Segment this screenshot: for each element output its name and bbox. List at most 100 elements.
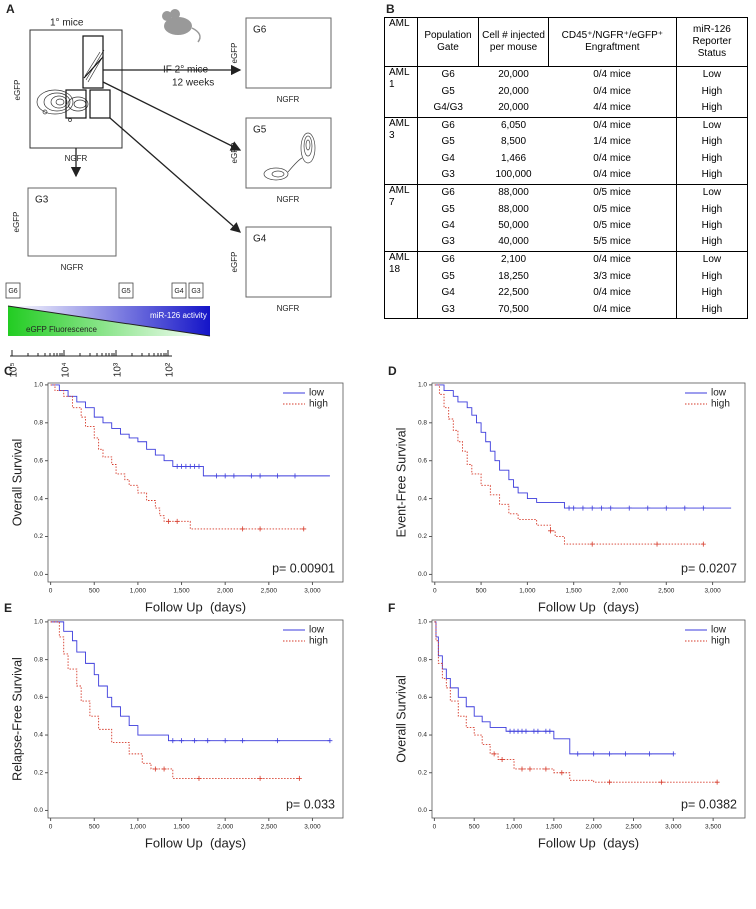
y-tick-label: 0.0: [34, 571, 43, 578]
group-cell: AML 7: [384, 183, 418, 252]
panel-label: C: [4, 364, 13, 378]
table-cell: High: [675, 284, 748, 302]
table-cell: High: [675, 201, 748, 218]
header-cell: miR-126 Reporter Status: [675, 17, 748, 67]
table-cell: G6: [417, 250, 479, 269]
p-value: p= 0.00901: [272, 561, 335, 575]
x-axis-label: Follow Up (days): [538, 599, 639, 614]
y-tick-label: 0.6: [34, 694, 43, 701]
survival-curve: [434, 384, 732, 509]
plot-g4: [245, 226, 332, 298]
table-cell: High: [675, 268, 748, 285]
x-tick-label: 500: [476, 588, 487, 595]
panel-label: F: [388, 601, 395, 615]
x-tick-label: 3,000: [665, 824, 682, 831]
panel-label: E: [4, 601, 12, 615]
table-cell: G4: [441, 287, 455, 298]
table-cell: G3: [441, 236, 455, 248]
x-tick-label: 3,000: [704, 588, 721, 595]
censor-mark: [205, 738, 211, 744]
plot-frame: [47, 382, 344, 583]
mouse-icon: [162, 9, 201, 43]
survival-curve: [50, 621, 300, 779]
table-cell: High: [675, 301, 748, 319]
gates: [65, 35, 111, 119]
censor-mark: [714, 779, 720, 785]
censor-mark: [491, 751, 497, 757]
table-cell: 0/4 mice: [593, 303, 631, 315]
table-cell: High: [675, 83, 748, 101]
table-cell: 1/4 mice: [593, 136, 631, 148]
censor-mark: [645, 505, 651, 511]
x-tick-label: 500: [89, 824, 100, 831]
censor-mark: [222, 473, 228, 479]
table-cell: 88,000: [498, 203, 529, 215]
x-tick-label: 1,500: [546, 824, 563, 831]
log-scale: [10, 350, 172, 357]
censor-mark: [663, 505, 669, 511]
x-axis-label: Follow Up (days): [145, 599, 246, 614]
scale-label: 10⁵: [9, 362, 20, 377]
table-cell: G4: [441, 219, 455, 231]
y-tick-label: 0.4: [418, 495, 427, 502]
y-tick-label: 0.4: [34, 495, 43, 502]
y-tick-label: 1.0: [418, 382, 427, 389]
plot-frame: [431, 382, 746, 583]
x-tick-label: 500: [469, 824, 480, 831]
y-axis-label: eGFP: [230, 252, 239, 273]
censor-mark: [179, 738, 185, 744]
survival-curve: [434, 384, 704, 545]
table-cell: 1,466: [501, 152, 527, 164]
plot-g3: [27, 187, 117, 257]
censor-mark: [183, 463, 189, 469]
y-tick-label: 0.2: [34, 533, 43, 540]
scale-label: 10⁴: [61, 362, 72, 377]
plot-g5: [245, 117, 332, 189]
table-cell: G6: [417, 65, 479, 84]
arrows: [70, 64, 242, 233]
header-cell: Population Gate: [416, 17, 479, 67]
censor-mark: [608, 505, 614, 511]
survival-curve: [50, 621, 330, 742]
table-cell: G5: [441, 85, 455, 97]
table-cell: 0/5 mice: [548, 183, 677, 202]
x-tick-label: 2,500: [261, 824, 278, 831]
y-tick-label: 0.2: [418, 533, 427, 540]
censor-mark: [179, 463, 185, 469]
censor-mark: [196, 463, 202, 469]
censor-mark: [646, 751, 652, 757]
plot-label: G4: [253, 234, 267, 245]
table-cell: 20,000: [478, 65, 549, 84]
table-row: G4/G3 20,000 4/4 mice High: [385, 100, 748, 118]
censor-mark: [591, 751, 597, 757]
censor-mark: [248, 473, 254, 479]
censor-mark: [174, 463, 180, 469]
header-row: AML Population Gate Cell # injected per mo…: [384, 17, 748, 67]
table-cell: 0/4 mice: [593, 169, 631, 181]
x-tick-label: 1,000: [130, 824, 147, 831]
table-cell: 8,500: [501, 136, 527, 148]
legend-label: high: [711, 636, 730, 647]
y-tick-label: 1.0: [34, 619, 43, 626]
table-cell: 0/5 mice: [593, 203, 631, 215]
censor-mark: [240, 526, 246, 532]
censor-mark: [700, 505, 706, 511]
table-row: AML 1 G6 20,000 0/4 mice Low: [384, 65, 748, 118]
duration-label: 12 weeks: [172, 78, 214, 89]
table-cell: 50,000: [498, 219, 529, 231]
table-cell: G6: [417, 183, 479, 202]
table-row: G4 50,000 0/5 mice High: [385, 217, 748, 235]
x-tick-label: 2,000: [217, 824, 234, 831]
gate-boxes: [5, 282, 204, 299]
y-tick-label: 0.8: [418, 420, 427, 427]
table-cell: High: [675, 167, 748, 185]
censor-mark: [607, 779, 613, 785]
x-tick-label: 2,000: [586, 824, 603, 831]
censor-mark: [170, 738, 176, 744]
table-cell: 18,250: [498, 270, 529, 282]
x-axis-label: NGFR: [61, 263, 84, 272]
survival-curve: [434, 621, 718, 783]
table-cell: G3: [441, 303, 455, 315]
censor-mark: [575, 751, 581, 757]
table-cell: 20,000: [498, 102, 529, 114]
